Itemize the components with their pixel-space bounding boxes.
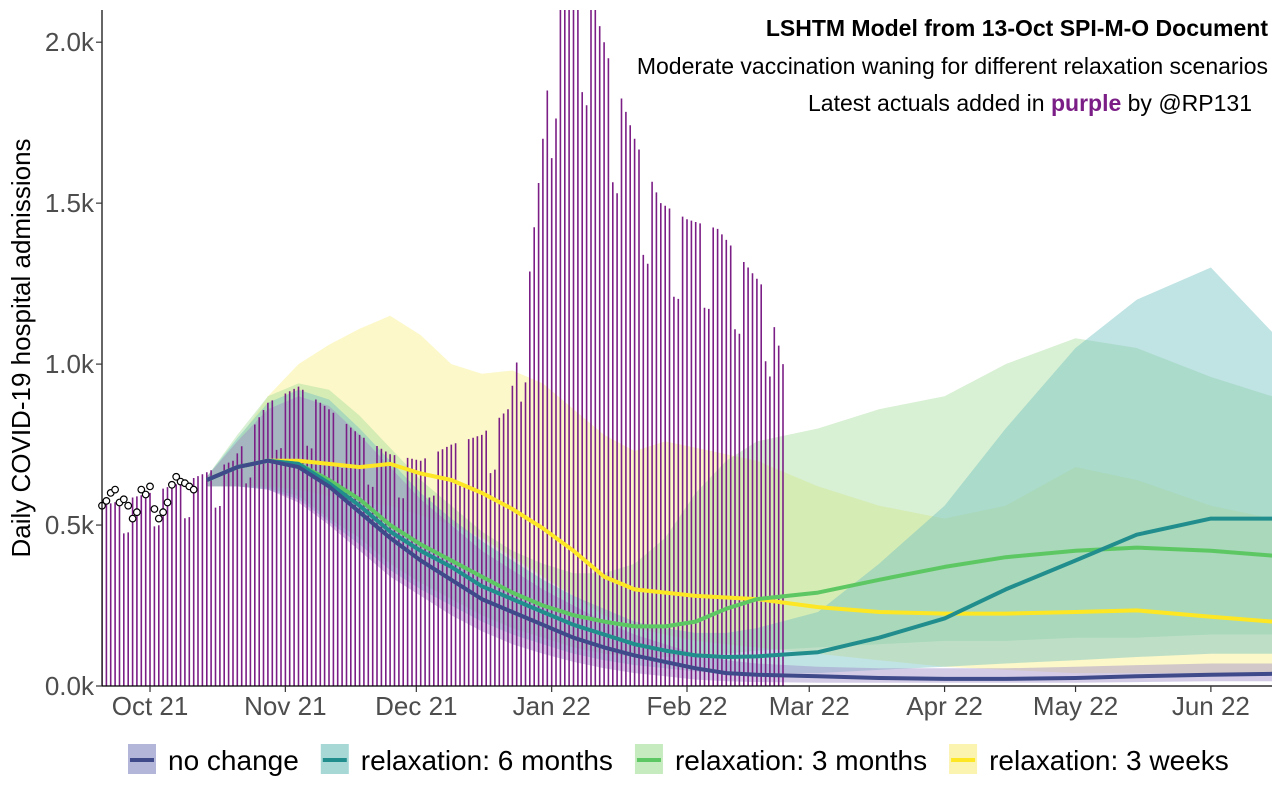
actuals-bars	[102, 10, 784, 686]
legend-label: no change	[168, 745, 299, 776]
legend-label: relaxation: 6 months	[361, 745, 613, 776]
x-tick-label: Mar 22	[769, 691, 850, 721]
median-line-2	[206, 458, 1272, 629]
x-tick-label: Oct 21	[112, 691, 189, 721]
x-tick-label: Jan 22	[513, 691, 591, 721]
y-tick-label: 1.5k	[45, 188, 95, 218]
actual-point	[159, 508, 168, 517]
actual-point	[141, 490, 150, 499]
actual-point	[111, 485, 119, 494]
x-ticks: Oct 21 Nov 21 Dec 21 Jan 22 Feb 22 Mar 22 Apr …	[112, 686, 1250, 721]
legend-label: relaxation: 3 weeks	[989, 745, 1229, 776]
actual-point	[172, 472, 181, 481]
x-tick-label: Nov 21	[244, 691, 326, 721]
legend-item: relaxation: 3 months	[634, 744, 927, 776]
actual-point	[128, 514, 137, 523]
chart-note: Latest actuals added in purple by @RP131	[808, 90, 1252, 116]
y-tick-label: 0.0k	[45, 671, 95, 701]
median-lines	[206, 458, 1272, 681]
note-highlight: purple	[1051, 90, 1121, 116]
legend-item: relaxation: 3 weeks	[949, 744, 1229, 776]
y-tick-label: 2.0k	[45, 27, 95, 57]
note-after: by @RP131	[1121, 90, 1252, 116]
legend: no change relaxation: 6 months relaxation:…	[128, 744, 1229, 776]
y-axis-label: Daily COVID-19 hospital admissions	[6, 138, 36, 557]
actual-point	[119, 495, 128, 504]
x-tick-label: Feb 22	[647, 691, 728, 721]
actuals-circles	[98, 472, 198, 523]
legend-label: relaxation: 3 months	[675, 745, 927, 776]
actual-point	[163, 498, 172, 507]
y-tick-label: 0.5k	[45, 510, 95, 540]
actual-point	[150, 505, 159, 513]
legend-item: no change	[128, 744, 299, 776]
actual-point	[124, 501, 133, 510]
actual-point	[146, 482, 154, 491]
actual-point	[189, 485, 198, 494]
median-line-3	[206, 458, 1272, 624]
chart-subtitle: Moderate vaccination waning for differen…	[637, 53, 1268, 79]
y-ticks: 0.0k 0.5k 1.0k 1.5k 2.0k	[45, 27, 102, 701]
y-tick-label: 1.0k	[45, 349, 95, 379]
median-line-1	[206, 458, 1272, 659]
actual-point	[167, 480, 176, 489]
note-before: Latest actuals added in	[808, 90, 1051, 116]
actual-point	[137, 485, 146, 494]
x-tick-label: May 22	[1033, 691, 1118, 721]
x-tick-label: Jun 22	[1172, 691, 1250, 721]
legend-item: relaxation: 6 months	[320, 744, 613, 776]
chart-title: LSHTM Model from 13-Oct SPI-M-O Document	[766, 15, 1269, 41]
x-tick-label: Dec 21	[375, 691, 457, 721]
x-tick-label: Apr 22	[906, 691, 983, 721]
actual-point	[154, 514, 163, 523]
median-line-0	[206, 458, 1272, 681]
actual-point	[132, 508, 141, 517]
actual-point	[102, 497, 111, 505]
